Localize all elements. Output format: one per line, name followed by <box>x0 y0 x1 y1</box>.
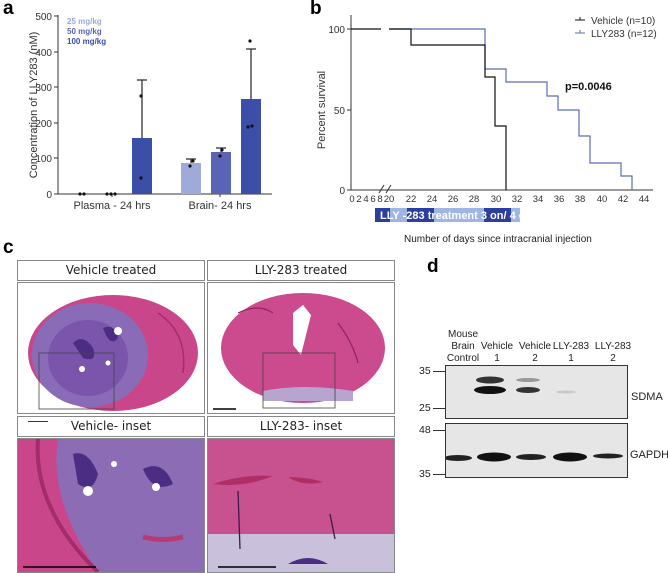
mw-25-sdma: 25 <box>419 402 431 414</box>
label-lly283-treated: LLY-283 treated <box>207 260 395 281</box>
svg-text:44: 44 <box>639 194 650 205</box>
svg-text:24: 24 <box>427 194 438 205</box>
svg-text:26: 26 <box>448 194 459 205</box>
x-category-plasma: Plasma - 24 hrs <box>73 200 151 212</box>
svg-text:38: 38 <box>575 194 586 205</box>
blot-sdma <box>445 365 628 419</box>
svg-text:50: 50 <box>334 106 346 117</box>
panel-letter-d: d <box>427 256 439 277</box>
svg-text:40: 40 <box>597 194 608 205</box>
svg-text:2: 2 <box>356 194 361 205</box>
lane-label-lly283-1: LLY-283 1 <box>552 341 590 364</box>
bar-plasma-100 <box>132 138 152 194</box>
y-axis-label-survival: Percent survival <box>316 71 328 149</box>
svg-text:32: 32 <box>512 194 523 205</box>
label-lly283-inset: LLY-283- inset <box>207 416 395 437</box>
curve-lly283 <box>389 28 633 190</box>
histology-lly283-inset <box>207 438 395 573</box>
histology-lly283-whole <box>207 282 395 414</box>
svg-text:42: 42 <box>618 194 629 205</box>
blot-gapdh <box>444 423 628 478</box>
panel-letter-a: a <box>3 0 14 19</box>
lane-label-lly283-2: LLY-283 2 <box>594 341 632 364</box>
bar-brain-100 <box>241 99 261 194</box>
svg-text:0: 0 <box>339 186 345 197</box>
lane-label-vehicle-2: Vehicle 2 <box>518 341 552 364</box>
y-tick-300: 300 <box>35 83 52 94</box>
panel-letter-c: c <box>3 237 14 258</box>
treatment-bar-label: LLY -283 treatment 3 on/ 4 off <box>380 210 533 222</box>
legend-50mgkg: 50 mg/kg <box>67 27 102 36</box>
svg-text:30: 30 <box>491 194 502 205</box>
mw-35-sdma: 35 <box>419 365 431 377</box>
label-vehicle-inset: Vehicle- inset <box>17 416 205 437</box>
mw-48-gapdh: 48 <box>419 424 431 436</box>
y-tick-200: 200 <box>35 119 52 130</box>
svg-text:20: 20 <box>384 194 395 205</box>
mw-35-gapdh: 35 <box>419 468 431 480</box>
histology-vehicle-inset <box>17 438 205 573</box>
svg-text:6: 6 <box>370 194 375 205</box>
y-tick-500: 500 <box>35 12 52 23</box>
p-value: p=0.0046 <box>565 81 612 93</box>
svg-text:100: 100 <box>328 25 345 36</box>
svg-text:34: 34 <box>533 194 544 205</box>
x-category-brain: Brain- 24 hrs <box>189 200 252 212</box>
svg-text:4: 4 <box>363 194 368 205</box>
x-axis-label-survival: Number of days since intracranial inject… <box>404 234 592 245</box>
svg-text:28: 28 <box>469 194 480 205</box>
legend-25mgkg: 25 mg/kg <box>67 17 102 26</box>
svg-text:8: 8 <box>377 194 382 205</box>
bar-chart-a: 500 400 300 200 100 0 Concentration of L… <box>28 12 272 212</box>
y-tick-100: 100 <box>35 154 52 165</box>
bar-brain-25 <box>181 163 201 194</box>
panel-letter-b: b <box>310 0 322 19</box>
y-axis-label: Concentration of LLY283 (nM) <box>28 32 40 179</box>
bar-brain-50 <box>211 152 231 194</box>
plasma-points <box>78 192 117 196</box>
legend-lly283: LLY283 (n=12) <box>591 29 657 40</box>
legend-100mgkg: 100 mg/kg <box>67 37 106 46</box>
label-gapdh: GAPDH <box>630 449 668 461</box>
svg-text:0: 0 <box>349 194 354 205</box>
lane-label-vehicle-1: Vehicle 1 <box>480 341 514 364</box>
svg-text:36: 36 <box>554 194 565 205</box>
svg-text:22: 22 <box>406 194 417 205</box>
y-tick-0: 0 <box>46 190 52 201</box>
legend-vehicle: Vehicle (n=10) <box>591 16 655 27</box>
label-sdma: SDMA <box>631 391 663 403</box>
histology-vehicle-whole <box>17 282 205 414</box>
label-vehicle-treated: Vehicle treated <box>17 260 205 281</box>
scale-bar <box>28 421 48 422</box>
lane-label-control: Mouse Brain Control <box>446 329 480 364</box>
y-tick-400: 400 <box>35 48 52 59</box>
